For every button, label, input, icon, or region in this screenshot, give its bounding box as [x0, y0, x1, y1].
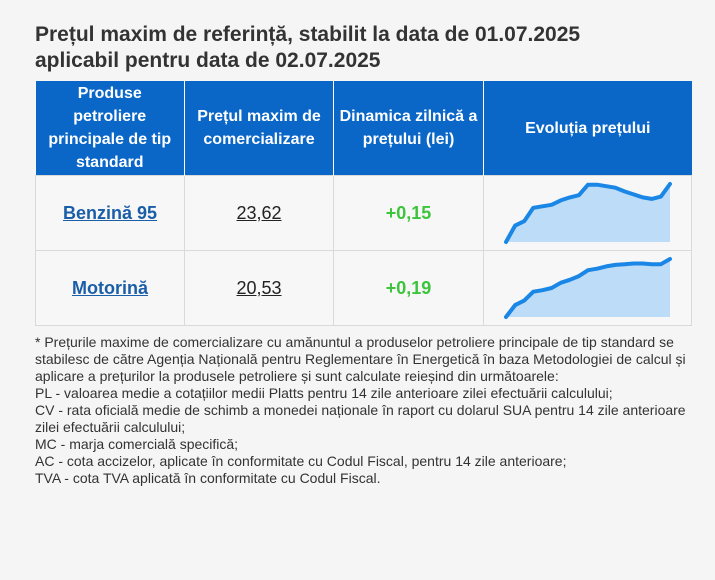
- table-row: Benzină 95 23,62 +0,15: [35, 175, 692, 251]
- price-cell: 23,62: [184, 175, 334, 251]
- footnote-cv: CV - rata oficială medie de schimb a mon…: [35, 402, 686, 435]
- product-link-motorina[interactable]: Motorină: [72, 277, 148, 298]
- sparkline-cell: [483, 250, 692, 326]
- table-row: Motorină 20,53 +0,19: [35, 250, 692, 326]
- title-line-2: aplicabil pentru data de 02.07.2025: [35, 49, 381, 72]
- price-cell: 20,53: [184, 250, 334, 326]
- sparkline-line: [503, 257, 672, 319]
- delta-cell: +0,19: [333, 250, 484, 326]
- sparkline-area: [505, 259, 670, 317]
- daily-change-value: +0,15: [385, 202, 432, 223]
- footnote-ac: AC - cota accizelor, aplicate în conform…: [35, 453, 567, 469]
- fuel-price-widget: Prețul maxim de referință, stabilit la d…: [35, 22, 692, 487]
- page-title: Prețul maxim de referință, stabilit la d…: [35, 22, 691, 74]
- product-cell: Benzină 95: [35, 175, 185, 251]
- footnote-pl: PL - valoarea medie a cotațiilor medii P…: [35, 385, 613, 401]
- footnote-mc: MC - marja comercială specifică;: [35, 436, 239, 452]
- daily-change-value: +0,19: [385, 277, 432, 298]
- column-header-daily-change: Dinamica zilnică a prețului (lei): [333, 81, 484, 176]
- column-header-max-price: Prețul maxim de comercializare: [184, 81, 334, 176]
- price-link-motorina[interactable]: 20,53: [236, 277, 282, 298]
- footnotes: * Prețurile maxime de comercializare cu …: [35, 334, 691, 487]
- sparkline-cell: [483, 175, 692, 251]
- price-link-benzina-95[interactable]: 23,62: [236, 202, 282, 223]
- delta-cell: +0,15: [333, 175, 484, 251]
- product-cell: Motorină: [35, 250, 185, 326]
- product-link-benzina-95[interactable]: Benzină 95: [62, 202, 158, 223]
- title-line-1: Prețul maxim de referință, stabilit la d…: [35, 23, 581, 46]
- sparkline-area: [505, 184, 670, 242]
- footnote-intro: * Prețurile maxime de comercializare cu …: [35, 334, 686, 384]
- price-sparkline: [503, 257, 672, 319]
- price-table: Produse petroliere principale de tip sta…: [35, 81, 692, 326]
- footnote-tva: TVA - cota TVA aplicată în conformitate …: [35, 470, 381, 486]
- sparkline-line: [503, 182, 672, 244]
- column-header-price-evolution: Evoluția prețului: [483, 81, 692, 176]
- price-sparkline: [503, 182, 672, 244]
- table-header-row: Produse petroliere principale de tip sta…: [35, 81, 692, 176]
- column-header-product: Produse petroliere principale de tip sta…: [35, 81, 185, 176]
